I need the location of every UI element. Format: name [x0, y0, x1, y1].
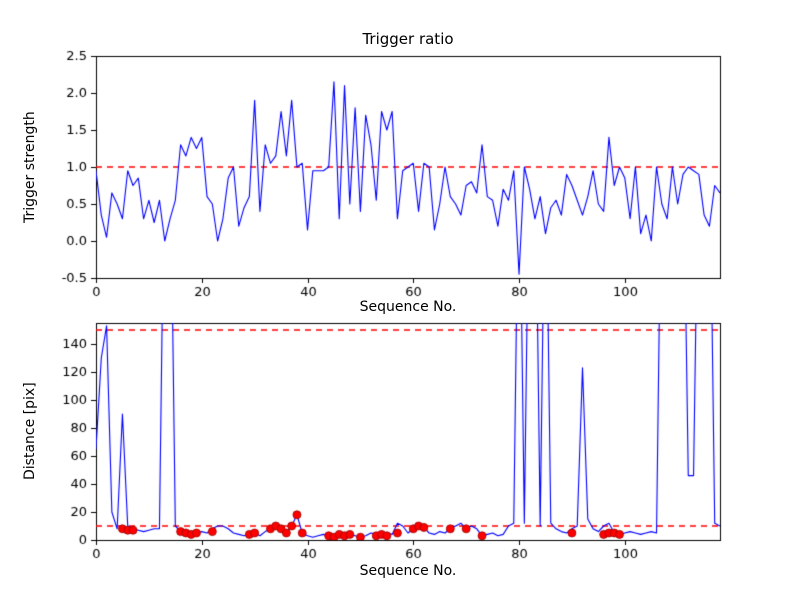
bottom-chart-ylabel: Distance [pix]	[22, 382, 38, 481]
top-chart-ylabel: Trigger strength	[22, 111, 38, 223]
bottom-chart-xlabel: Sequence No.	[359, 563, 457, 579]
top-chart-xlabel: Sequence No.	[359, 299, 457, 315]
top-chart-title: Trigger ratio	[362, 30, 454, 48]
